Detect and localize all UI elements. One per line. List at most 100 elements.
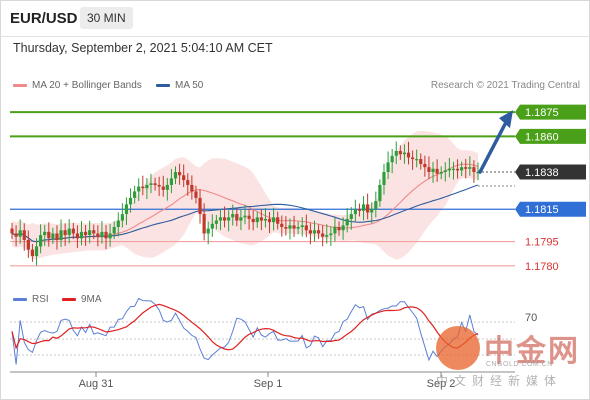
candle-body: [280, 223, 284, 228]
candle-body: [47, 231, 51, 239]
candle-body: [406, 152, 411, 158]
candle-body: [304, 225, 308, 231]
x-tick-label: Sep 2: [427, 378, 456, 390]
candle-body: [325, 235, 329, 237]
candle-body: [34, 246, 39, 257]
candle-body: [194, 191, 198, 198]
watermark-url: CNGOLD.COM.CN: [486, 361, 553, 368]
candle-body: [366, 204, 370, 213]
legend-swatch-ma50: [156, 83, 170, 87]
price-label-1.1795: 1.1795: [525, 237, 559, 249]
legend-label-9ma: 9MA: [81, 294, 102, 305]
candle-body: [435, 168, 439, 174]
candle-body: [214, 220, 218, 224]
candle-body: [402, 152, 407, 155]
candle-body: [79, 231, 84, 239]
candle-body: [222, 217, 227, 221]
candle-body: [312, 230, 317, 234]
bollinger-band-fill: [12, 130, 478, 260]
price-label-1.1780: 1.1780: [525, 261, 559, 273]
candle-body: [67, 228, 71, 236]
candle-body: [141, 186, 145, 189]
candle-body: [394, 150, 398, 156]
candle-body: [165, 184, 169, 190]
price-label-1.1860: 1.1860: [525, 131, 559, 143]
candle-body: [210, 223, 214, 229]
candle-body: [451, 168, 456, 170]
candle-body: [239, 217, 243, 221]
candle-body: [30, 249, 35, 257]
legend-ma50: MA 50: [156, 80, 203, 91]
candle-body: [349, 214, 353, 219]
research-credit: Research © 2021 Trading Central: [430, 80, 580, 91]
candle-body: [161, 186, 165, 190]
candle-body: [157, 184, 161, 187]
candle-body: [378, 184, 382, 202]
legend-ma20-bollinger: MA 20 + Bollinger Bands: [13, 80, 142, 91]
candle-body: [300, 225, 304, 228]
candle-body: [337, 227, 341, 231]
candle-body: [153, 183, 157, 185]
candle-body: [259, 217, 263, 221]
candle-body: [100, 231, 104, 237]
candle-body: [120, 214, 124, 221]
timeframe-button[interactable]: 30 MIN: [80, 7, 133, 29]
candle-body: [88, 230, 92, 236]
candle-body: [460, 167, 464, 171]
candle-body: [63, 230, 67, 236]
candle-body: [263, 218, 268, 221]
candle-body: [410, 157, 415, 160]
candle-body: [447, 168, 451, 171]
candle-body: [198, 197, 202, 215]
candle-body: [124, 204, 129, 215]
price-label-1.1815: 1.1815: [525, 204, 559, 216]
candle-body: [398, 150, 402, 155]
candle-body: [468, 167, 472, 169]
watermark-text: 中金网: [484, 334, 580, 369]
candle-body: [284, 227, 288, 229]
candle-body: [51, 233, 55, 239]
candle-body: [43, 231, 47, 236]
candle-body: [55, 233, 59, 240]
candle-body: [149, 183, 153, 185]
candle-body: [276, 217, 280, 224]
candle-body: [243, 215, 247, 218]
candle-body: [386, 162, 390, 173]
candle-body: [370, 209, 374, 213]
candle-body: [267, 218, 272, 223]
candle-body: [255, 217, 259, 223]
legend-label-rsi: RSI: [32, 294, 49, 305]
candle-body: [443, 170, 447, 173]
candle-body: [439, 172, 443, 174]
projection-arrow-shaft: [478, 122, 507, 174]
candle-body: [455, 168, 460, 171]
candle-body: [415, 159, 419, 161]
candle-body: [177, 172, 182, 176]
price-label-1.1875: 1.1875: [525, 107, 559, 119]
candle-body: [14, 233, 18, 237]
candle-body: [190, 184, 194, 192]
x-tick-label: Aug 31: [79, 378, 114, 390]
x-tick-label: Sep 1: [254, 378, 283, 390]
candle-body: [39, 235, 43, 247]
price-tag-1.1860: [515, 128, 586, 144]
candle-body: [316, 230, 321, 234]
projection-arrow-head: [499, 110, 513, 129]
candle-body: [71, 228, 75, 234]
price-tag-1.1815: [515, 201, 586, 217]
candle-body: [173, 172, 178, 179]
candle-body: [59, 230, 63, 240]
candle-body: [423, 163, 427, 168]
price-tag-1.1838: [515, 164, 586, 180]
price-label-1.1838: 1.1838: [525, 167, 559, 179]
candle-body: [186, 180, 190, 185]
candle-body: [333, 227, 337, 234]
candle-body: [472, 167, 476, 173]
candle-body: [231, 214, 235, 218]
candle-body: [218, 217, 223, 221]
candle-body: [145, 184, 149, 189]
legend-label-ma20: MA 20 + Bollinger Bands: [32, 80, 142, 91]
candle-body: [96, 233, 100, 237]
legend-swatch-9ma: [62, 297, 76, 301]
